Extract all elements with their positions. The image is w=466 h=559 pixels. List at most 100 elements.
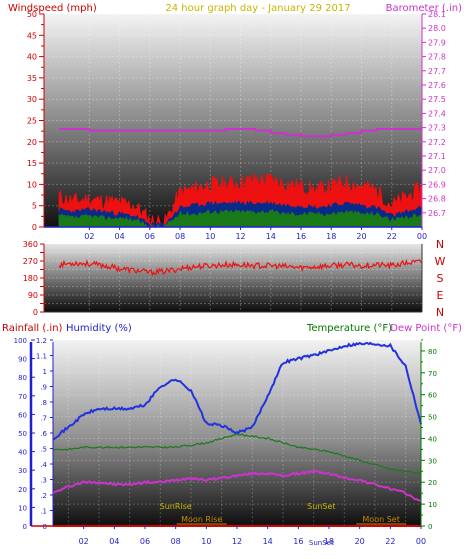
humidity-tick-label: 50 bbox=[18, 430, 27, 438]
right-tick-label: 28.1 bbox=[428, 10, 446, 19]
humidity-label: Humidity (%) bbox=[66, 323, 132, 334]
x-tick-label: 12 bbox=[235, 232, 245, 241]
wind-series bbox=[58, 128, 423, 229]
temp-tick-label: 70 bbox=[428, 370, 437, 378]
rainfall-label: Rainfall (.in) bbox=[2, 323, 63, 334]
x-tick-label: 18 bbox=[326, 232, 336, 241]
left-tick-label: 50 bbox=[27, 10, 37, 19]
rain-tick-label: .4 bbox=[40, 461, 47, 469]
x-tick-label: 02 bbox=[79, 537, 89, 546]
rain-tick-label: 1.2 bbox=[36, 337, 47, 345]
right-tick-label: 27.2 bbox=[428, 138, 446, 147]
barometer-label: Barometer (.in) bbox=[386, 3, 462, 14]
humidity-tick-label: 100 bbox=[14, 337, 27, 345]
x-tick-label: 10 bbox=[201, 537, 211, 546]
left-tick-label: 5 bbox=[32, 202, 37, 211]
humidity-tick-label: 60 bbox=[18, 411, 27, 419]
rain-tick-label: 1 bbox=[43, 368, 47, 376]
dewpoint-label: Dew Point (°F) bbox=[390, 323, 462, 334]
wind-axes: 0 5 10 15 20 25 30 35 40 45 50 26.7 26.8 26.9 27.0 27.1… bbox=[27, 10, 446, 241]
x-tick-label: 06 bbox=[145, 232, 155, 241]
right-tick-label: 27.5 bbox=[428, 95, 446, 104]
temperature-label: Temperature (°F) bbox=[306, 323, 392, 334]
x-tick-label: 02 bbox=[84, 232, 94, 241]
sunset-bottom-label: SunSet bbox=[309, 539, 334, 547]
right-tick-label: 27.7 bbox=[428, 67, 446, 76]
x-tick-label: 20 bbox=[355, 537, 365, 546]
x-tick-label: 00 bbox=[417, 232, 427, 241]
left-tick-label: 10 bbox=[27, 180, 37, 189]
rain-tick-label: .7 bbox=[40, 415, 47, 423]
x-tick-label: 22 bbox=[387, 232, 397, 241]
humidity-tick-label: 30 bbox=[18, 467, 27, 475]
x-tick-label: 14 bbox=[263, 537, 273, 546]
x-tick-label: 22 bbox=[385, 537, 395, 546]
compass-label: S bbox=[437, 272, 444, 285]
right-tick-label: 27.0 bbox=[428, 166, 446, 175]
right-tick-label: 28.0 bbox=[428, 24, 446, 33]
direction-series bbox=[58, 258, 423, 277]
left-tick-label: 0 bbox=[32, 223, 37, 232]
x-tick-label: 18 bbox=[324, 537, 334, 546]
compass-label: N bbox=[436, 306, 444, 319]
right-tick-label: 26.7 bbox=[428, 209, 446, 218]
x-tick-label: 16 bbox=[296, 232, 306, 241]
windspeed-label: Windspeed (mph) bbox=[8, 3, 97, 14]
temp-tick-label: 20 bbox=[428, 479, 437, 487]
humidity-tick-label: 20 bbox=[18, 486, 27, 494]
rain-tick-label: .9 bbox=[40, 384, 47, 392]
humidity-line bbox=[52, 341, 422, 441]
moon-label: Moon Rise bbox=[181, 515, 222, 524]
right-tick-label: 27.3 bbox=[428, 124, 446, 133]
x-tick-label: 06 bbox=[140, 537, 150, 546]
temp-tick-label: 50 bbox=[428, 414, 437, 422]
right-tick-label: 26.8 bbox=[428, 195, 446, 204]
left-tick-label: 35 bbox=[27, 74, 37, 83]
humidity-tick-label: 10 bbox=[18, 504, 27, 512]
left-tick-label: 30 bbox=[27, 95, 37, 104]
x-tick-label: 08 bbox=[171, 537, 181, 546]
left-tick-label: 180 bbox=[23, 274, 38, 283]
temp-tick-label: 40 bbox=[428, 435, 437, 443]
sunrise-sunset-label: SunRise bbox=[160, 502, 192, 511]
rain-tick-label: 1.1 bbox=[36, 353, 47, 361]
right-tick-label: 27.1 bbox=[428, 152, 446, 161]
x-tick-label: 10 bbox=[205, 232, 215, 241]
left-tick-label: 45 bbox=[27, 31, 37, 40]
left-tick-label: 90 bbox=[28, 291, 38, 300]
humidity-tick-label: 90 bbox=[18, 356, 27, 364]
left-tick-label: 20 bbox=[27, 138, 37, 147]
humidity-tick-label: 70 bbox=[18, 393, 27, 401]
left-tick-label: 360 bbox=[23, 240, 38, 249]
temp-tick-label: 10 bbox=[428, 501, 437, 509]
humidity-tick-label: 80 bbox=[18, 374, 27, 382]
left-tick-label: 0 bbox=[33, 308, 38, 317]
temp-tick-label: 30 bbox=[428, 457, 437, 465]
compass-label: W bbox=[435, 255, 446, 268]
graph-title: 24 hour graph day - January 29 2017 bbox=[165, 3, 350, 14]
x-tick-label: 14 bbox=[266, 232, 276, 241]
humidity-tick-label: 40 bbox=[18, 449, 27, 457]
sunrise-sunset-label: SunSet bbox=[307, 502, 335, 511]
temperature-line bbox=[52, 433, 422, 475]
humidity-tick-label: 0 bbox=[23, 523, 27, 531]
astro-events: SunRise SunSet Moon Rise Moon Set SunSet bbox=[160, 502, 407, 547]
rain-tick-label: .1 bbox=[40, 508, 47, 516]
temp-tick-label: 60 bbox=[428, 392, 437, 400]
x-tick-label: 00 bbox=[416, 537, 426, 546]
right-tick-label: 27.9 bbox=[428, 38, 446, 47]
rain-tick-label: .5 bbox=[40, 446, 47, 454]
temp-grid bbox=[53, 340, 421, 526]
rain-tick-label: .2 bbox=[40, 492, 47, 500]
left-tick-label: 40 bbox=[27, 53, 37, 62]
left-tick-label: 270 bbox=[23, 257, 38, 266]
x-tick-label: 04 bbox=[109, 537, 119, 546]
barometer-line bbox=[59, 128, 422, 138]
temp-tick-label: 80 bbox=[428, 348, 437, 356]
temp-axes: 01020304050607080901000.1.2.3.4.5.6.7.8.… bbox=[14, 337, 437, 546]
direction-line bbox=[58, 258, 423, 277]
right-tick-label: 27.4 bbox=[428, 109, 446, 118]
